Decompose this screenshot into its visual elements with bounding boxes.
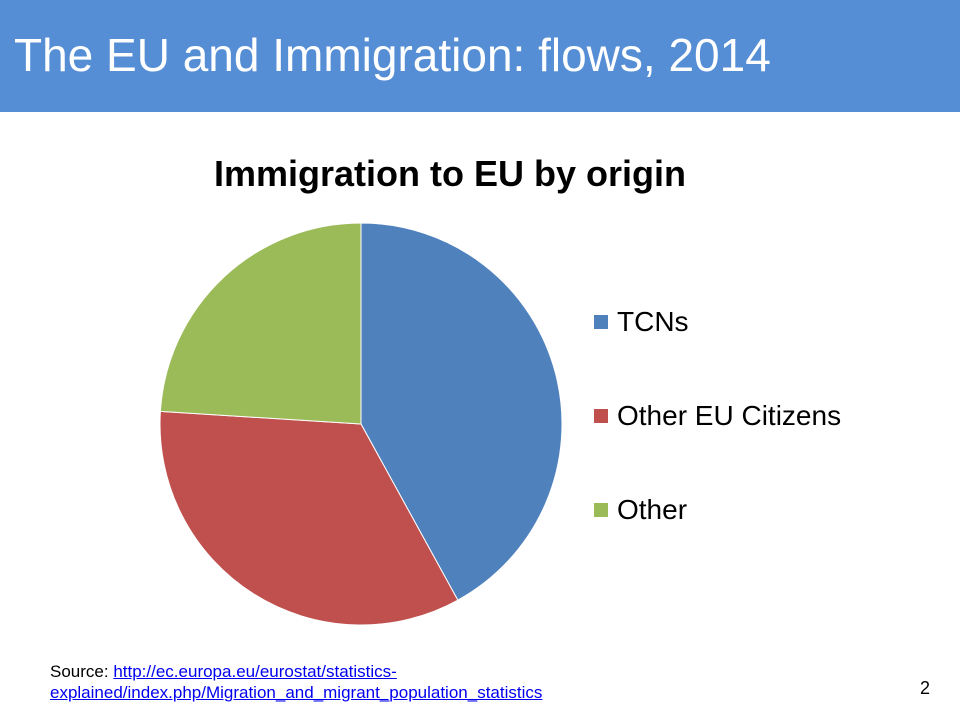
- pie-slice-other: [159, 222, 362, 425]
- source-link-line1[interactable]: http://ec.europa.eu/eurostat/statistics-: [113, 662, 397, 681]
- chart-title: Immigration to EU by origin: [213, 153, 686, 194]
- pie-slice-other-eu-citizens: [159, 410, 459, 626]
- legend-label: Other EU Citizens: [617, 400, 842, 431]
- page-number: 2: [920, 678, 931, 698]
- source-link-line2[interactable]: explained/index.php/Migration_and_migran…: [50, 683, 543, 702]
- slide-title: The EU and Immigration: flows, 2014: [14, 29, 771, 81]
- legend-label: Other: [617, 494, 688, 525]
- legend-swatch: [594, 503, 608, 517]
- legend-swatch: [594, 409, 608, 423]
- legend-label: TCNs: [617, 306, 689, 337]
- legend-item-other: Other: [594, 494, 687, 526]
- title-bar: The EU and Immigration: flows, 2014: [0, 0, 960, 112]
- pie-chart: [159, 222, 563, 626]
- legend-item-other-eu-citizens: Other EU Citizens: [594, 400, 841, 432]
- legend-swatch: [594, 315, 608, 329]
- source-citation: Source: http://ec.europa.eu/eurostat/sta…: [50, 661, 542, 703]
- pie-slice-tcns: [360, 222, 563, 601]
- source-label: Source:: [50, 662, 109, 681]
- legend-item-tcns: TCNs: [594, 306, 689, 338]
